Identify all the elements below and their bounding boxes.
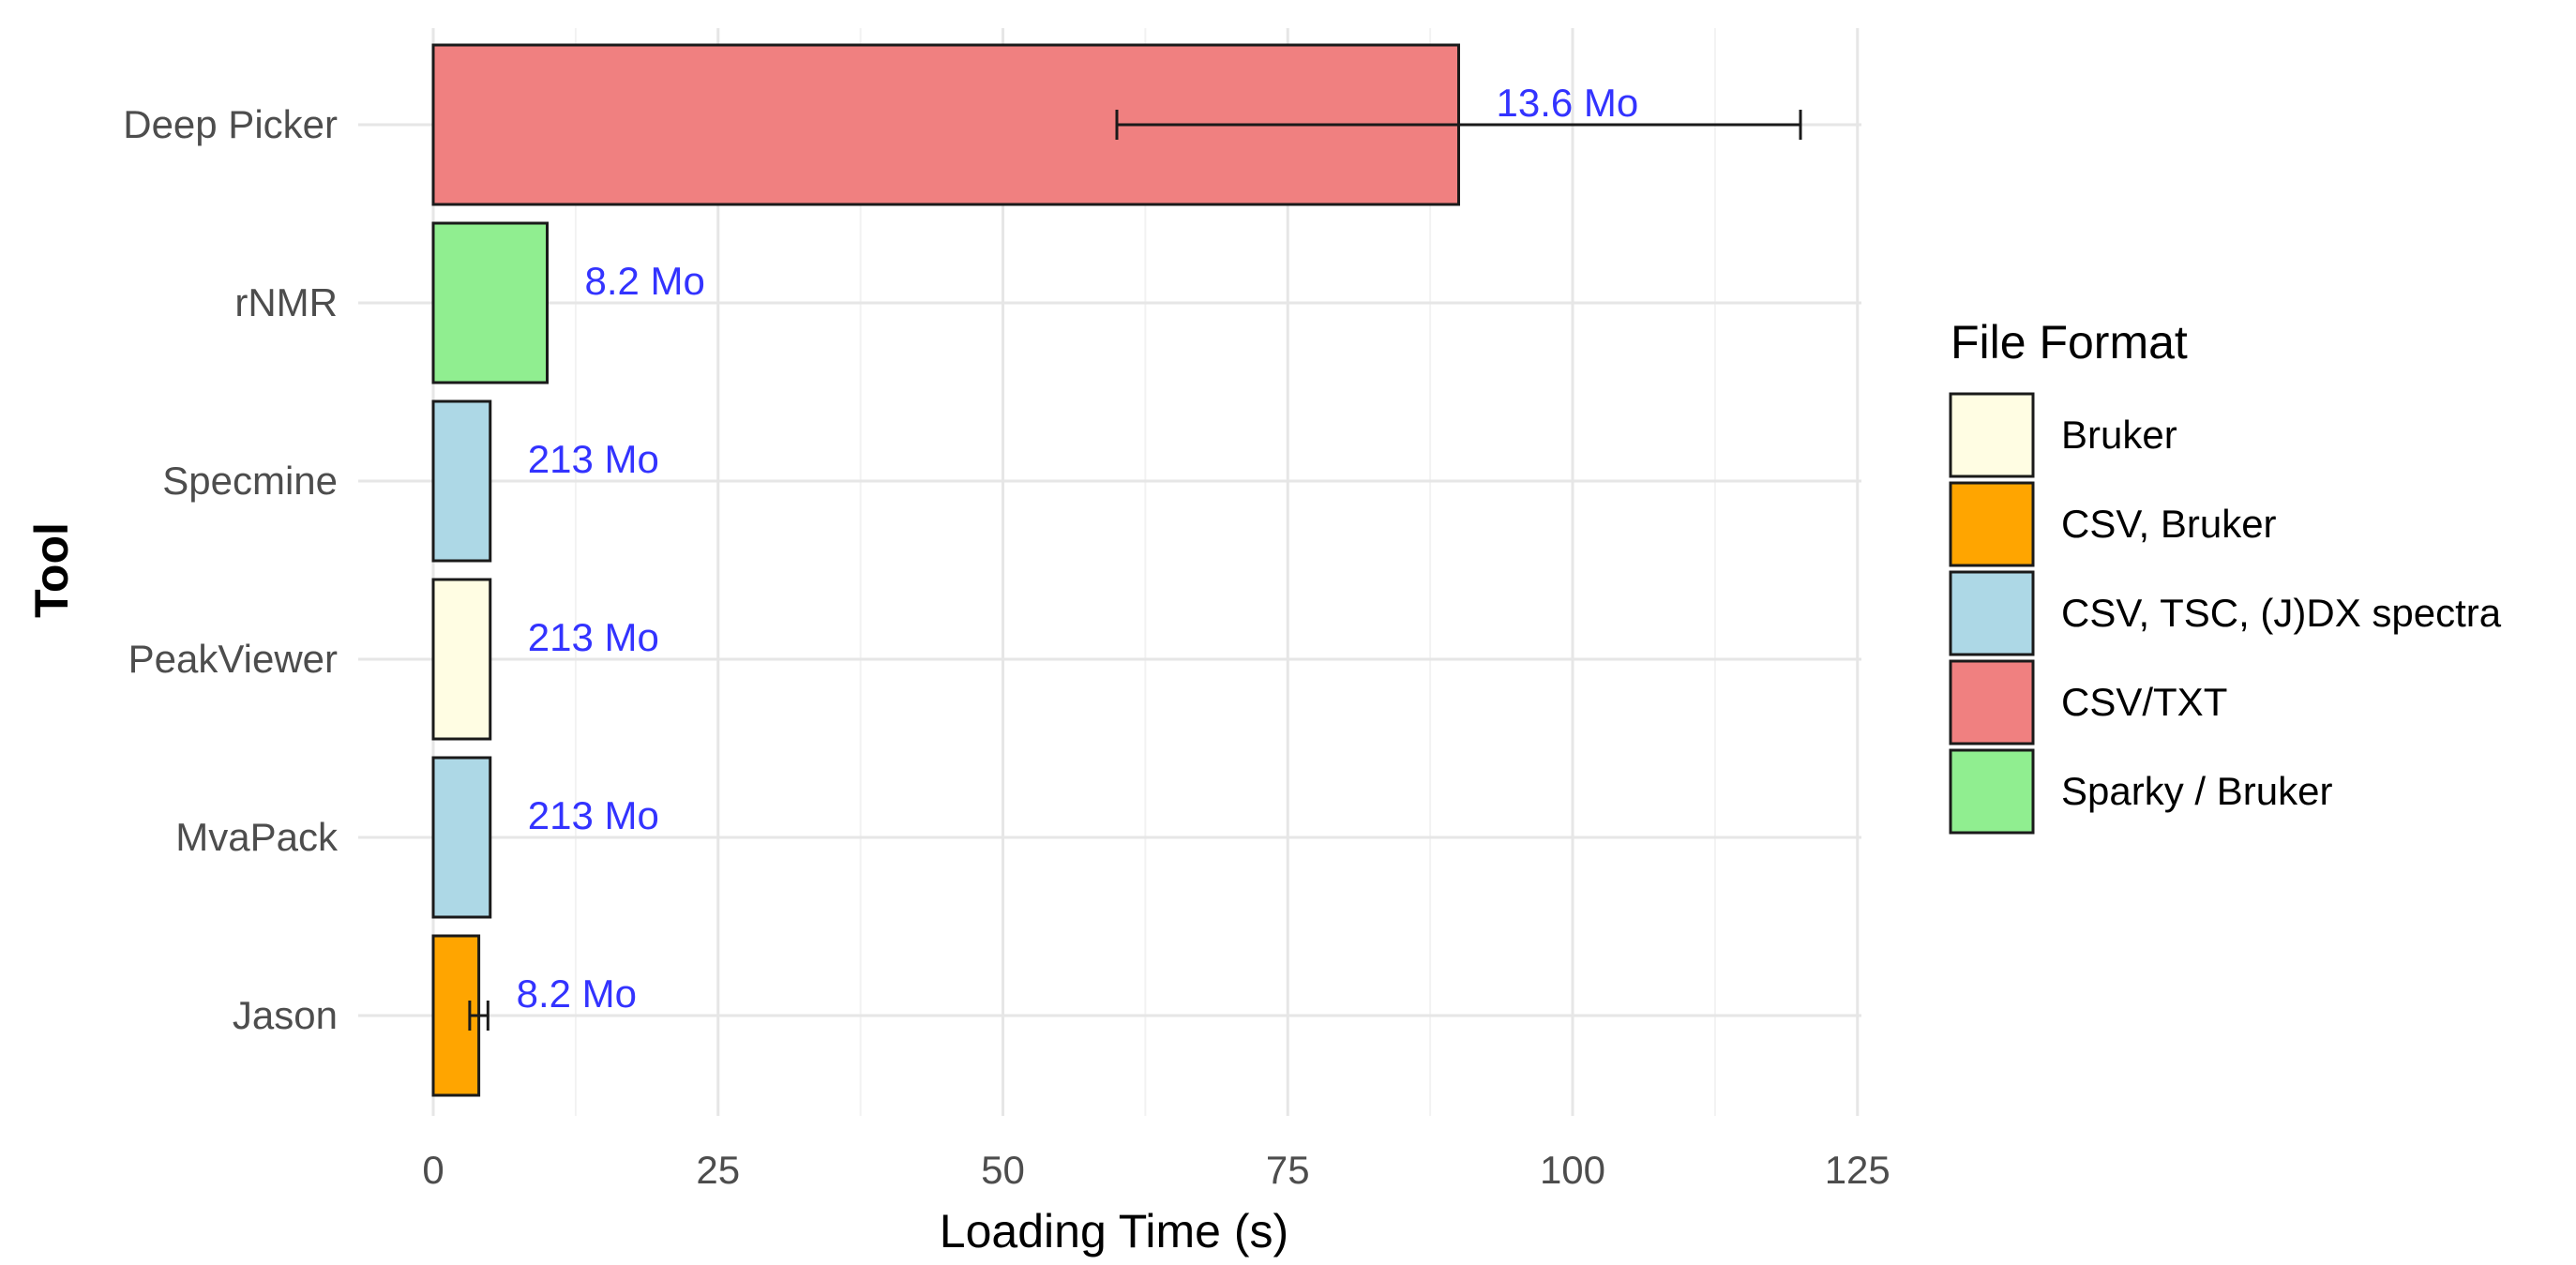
bar — [431, 399, 492, 563]
x-tick-label: 0 — [422, 1148, 444, 1192]
y-tick-label: rNMR — [234, 280, 338, 324]
y-tick-label: Jason — [233, 993, 338, 1037]
x-tick-label: 100 — [1540, 1148, 1605, 1192]
legend-swatch — [1949, 748, 2035, 835]
x-tick-labels: 0 25 50 75 100 125 — [422, 1148, 1890, 1192]
data-label: 213 Mo — [528, 615, 659, 659]
y-tick-label: Specmine — [162, 459, 338, 503]
legend-label: CSV, TSC, (J)DX spectra — [2061, 591, 2502, 635]
y-axis-title: Tool — [25, 522, 78, 618]
data-label: 13.6 Mo — [1497, 81, 1639, 125]
data-label: 8.2 Mo — [585, 259, 705, 303]
error-bars — [468, 110, 1802, 1031]
bar — [431, 756, 492, 919]
data-label: 213 Mo — [528, 437, 659, 481]
legend-title: File Format — [1951, 316, 2188, 369]
x-tick-label: 75 — [1266, 1148, 1310, 1192]
bars — [431, 43, 1460, 1097]
legend-swatch — [1949, 659, 2035, 745]
data-labels: 13.6 Mo 8.2 Mo 213 Mo 213 Mo 213 Mo 8.2 Mo — [517, 81, 1639, 1016]
y-tick-label: PeakViewer — [128, 637, 338, 681]
legend-label: Sparky / Bruker — [2061, 769, 2332, 813]
x-axis-title: Loading Time (s) — [940, 1205, 1288, 1257]
y-tick-label: MvaPack — [175, 815, 339, 859]
x-tick-label: 50 — [981, 1148, 1025, 1192]
bar — [431, 221, 549, 384]
bar — [431, 578, 492, 741]
legend: File Format Bruker CSV, Bruker CSV, TSC, (… — [1949, 316, 2502, 835]
legend-swatch — [1949, 570, 2035, 656]
y-tick-labels: Deep Picker rNMR Specmine PeakViewer MvaPack… — [123, 102, 339, 1037]
x-tick-label: 125 — [1825, 1148, 1891, 1192]
legend-label: Bruker — [2061, 413, 2177, 457]
data-label: 213 Mo — [528, 793, 659, 837]
legend-swatch — [1949, 392, 2035, 478]
legend-swatch — [1949, 481, 2035, 567]
legend-label: CSV, Bruker — [2061, 502, 2277, 546]
legend-label: CSV/TXT — [2061, 680, 2227, 724]
data-label: 8.2 Mo — [517, 971, 637, 1016]
x-tick-label: 25 — [696, 1148, 740, 1192]
y-tick-label: Deep Picker — [123, 102, 338, 146]
